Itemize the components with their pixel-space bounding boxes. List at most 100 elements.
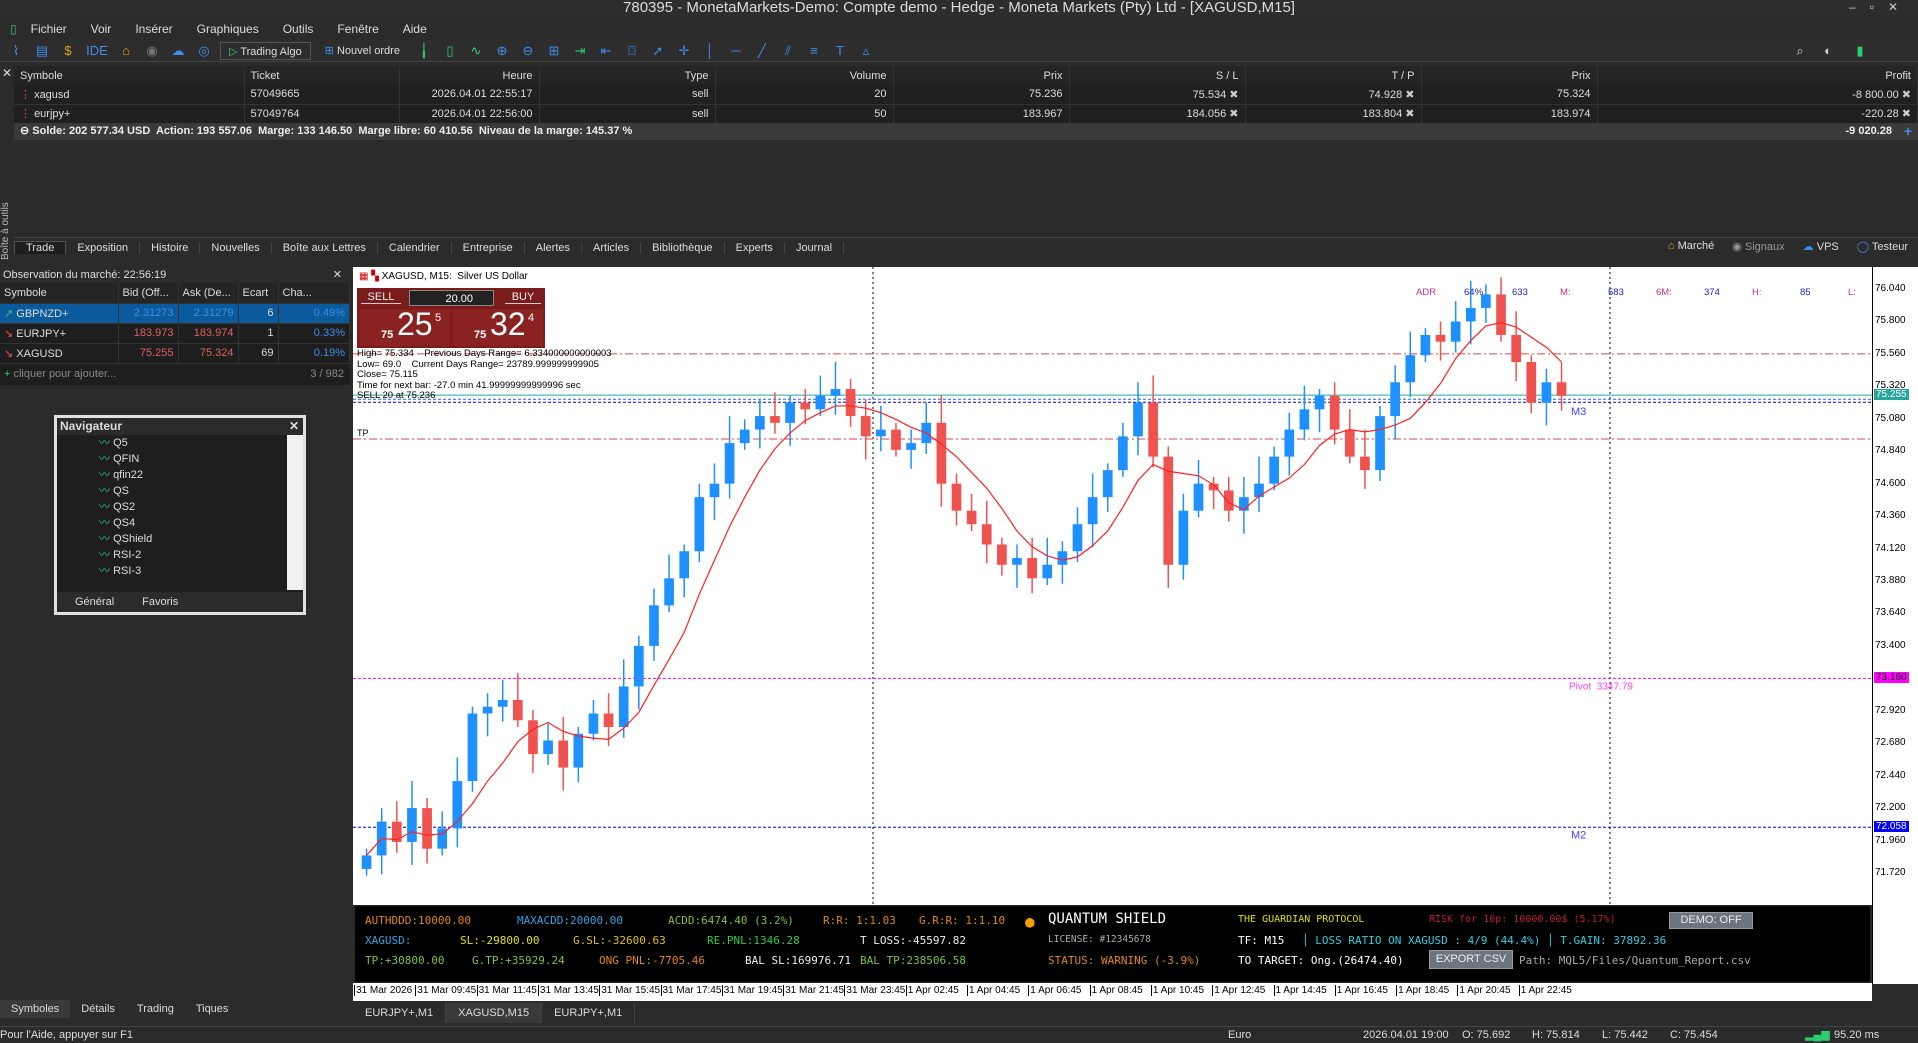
col-ask[interactable]: Ask (De... xyxy=(178,283,239,304)
screenshot-icon[interactable]: ⌼ xyxy=(628,42,636,58)
menu-aide[interactable]: Aide xyxy=(402,22,427,36)
navigator-item[interactable]: 〰 QS xyxy=(99,485,129,497)
remove-icon[interactable]: ✖ xyxy=(1226,108,1239,120)
menu-voir[interactable]: Voir xyxy=(90,22,112,36)
tab-market[interactable]: ⌂ Marché xyxy=(1667,240,1715,252)
col-type[interactable]: Type xyxy=(539,66,716,85)
trendline-icon[interactable]: ╱ xyxy=(758,42,766,58)
text-icon[interactable]: T xyxy=(835,42,844,58)
col-tp[interactable]: T / P xyxy=(1245,66,1422,85)
close-icon[interactable]: ✕ xyxy=(332,269,342,281)
new-order-button[interactable]: ⊞ Nouvel ordre xyxy=(324,44,400,57)
account-icon[interactable]: ◐ xyxy=(1824,42,1832,58)
menu-fichier[interactable]: Fichier xyxy=(30,22,67,36)
time-axis[interactable]: 31 Mar 2026 31 Mar 09:45 31 Mar 11:45 31 Ma… xyxy=(353,983,1872,1001)
add-icon[interactable]: + xyxy=(1903,123,1912,139)
signal-icon[interactable]: ◉ xyxy=(146,42,158,58)
crosshair-icon[interactable]: ✛ xyxy=(678,42,690,58)
tab-vps[interactable]: ☁ VPS xyxy=(1802,241,1839,253)
zoom-in-icon[interactable]: ⊕ xyxy=(496,42,508,58)
shapes-icon[interactable]: ▵ xyxy=(862,42,870,58)
sell-button[interactable]: SELL xyxy=(361,291,401,304)
channel-icon[interactable]: ⫽ xyxy=(785,42,791,58)
tab-entreprise[interactable]: Entreprise xyxy=(452,241,525,254)
toolbox-label[interactable]: Boîte à outils xyxy=(0,202,11,260)
navigator-scrollbar[interactable] xyxy=(287,435,303,590)
col-current-price[interactable]: Prix xyxy=(1421,66,1598,85)
tab-exposition[interactable]: Exposition xyxy=(66,241,141,254)
tile-icon[interactable]: ⊞ xyxy=(548,42,560,58)
horizontal-line-icon[interactable]: ─ xyxy=(731,42,741,58)
col-volume[interactable]: Volume xyxy=(715,66,894,85)
tab-trading[interactable]: Trading xyxy=(136,1003,174,1015)
market-bag-icon[interactable]: ⌂ xyxy=(122,42,130,58)
navigator-item[interactable]: 〰 QFIN xyxy=(99,453,140,465)
tab-histoire[interactable]: Histoire xyxy=(140,241,201,254)
candlestick-plot[interactable]: TP M3 Pivot 3347.79 M2 xyxy=(353,267,1872,905)
col-spread[interactable]: Ecart xyxy=(238,283,279,304)
export-csv-button[interactable]: EXPORT CSV xyxy=(1429,950,1513,969)
menu-graphiques[interactable]: Graphiques xyxy=(196,22,259,36)
tab-articles[interactable]: Articles xyxy=(582,241,642,254)
tab-tester[interactable]: ◯ Testeur xyxy=(1856,241,1908,253)
tab-bo-te-aux-lettres[interactable]: Boîte aux Lettres xyxy=(272,241,378,254)
chart-tab[interactable]: XAGUSD,M15 xyxy=(446,1003,543,1023)
navigator-item[interactable]: 〰 QS2 xyxy=(99,501,136,513)
tab-details[interactable]: Détails xyxy=(81,1003,115,1015)
remove-icon[interactable]: ✖ xyxy=(1226,88,1239,101)
demo-toggle-button[interactable]: DEMO: OFF xyxy=(1669,912,1753,929)
col-ticket[interactable]: Ticket xyxy=(244,66,400,85)
col-time[interactable]: Heure xyxy=(399,66,540,85)
vps-icon[interactable]: ◎ xyxy=(198,42,210,58)
col-profit[interactable]: Profit xyxy=(1597,66,1918,85)
remove-icon[interactable]: ✖ xyxy=(1898,108,1911,120)
candle-chart-icon[interactable]: ▯ xyxy=(446,42,454,58)
profile[interactable]: Euro xyxy=(1228,1029,1252,1041)
add-symbol-row[interactable]: + cliquer pour ajouter... 3 / 982 xyxy=(0,364,350,384)
navigator-item[interactable]: 〰 QS4 xyxy=(99,517,136,529)
window-controls[interactable]: –▫✕ xyxy=(1849,0,1912,14)
remove-icon[interactable]: ✖ xyxy=(1898,88,1911,101)
tab-alertes[interactable]: Alertes xyxy=(525,241,583,254)
market-watch-row[interactable]: ↗ GBPNZD+ 2.31273 2.31279 6 0.49% xyxy=(0,303,350,324)
bar-chart-icon[interactable]: ╽ xyxy=(420,42,428,58)
col-symbol[interactable]: Symbole xyxy=(0,283,119,304)
cloud-icon[interactable]: ☁ xyxy=(171,42,185,58)
lot-size-input[interactable]: 20.00 xyxy=(409,290,494,306)
tab-journal[interactable]: Journal xyxy=(785,241,845,254)
navigator-item[interactable]: 〰 Q5 xyxy=(99,437,128,449)
tab-general[interactable]: Général xyxy=(75,596,115,608)
col-price[interactable]: Prix xyxy=(893,66,1070,85)
close-icon[interactable]: ✕ xyxy=(288,419,299,433)
menu-fenetre[interactable]: Fenêtre xyxy=(337,22,379,36)
collapse-icon[interactable]: ⊖ xyxy=(20,125,33,137)
col-symbol[interactable]: Symbole xyxy=(14,66,245,85)
zoom-out-icon[interactable]: ⊖ xyxy=(522,42,534,58)
tab-ticks[interactable]: Tiques xyxy=(195,1003,229,1015)
navigator-item[interactable]: 〰 RSI-3 xyxy=(99,565,142,577)
tab-experts[interactable]: Experts xyxy=(725,241,785,254)
chart-tab[interactable]: EURJPY+,M1 xyxy=(542,1003,636,1023)
price-axis[interactable]: 76.040 75.800 75.560 75.320 75.080 74.840 74.6… xyxy=(1872,267,1918,984)
chart-tab[interactable]: EURJPY+,M1 xyxy=(353,1003,447,1023)
menu-outils[interactable]: Outils xyxy=(282,22,314,36)
autoscroll-icon[interactable]: ⇥ xyxy=(574,42,586,58)
trade-row[interactable]: ⋮ eurjpy+ 57049764 2026.04.01 22:56:00 sell… xyxy=(14,104,1918,124)
market-watch-row[interactable]: ↘ XAGUSD 75.255 75.324 69 0.19% xyxy=(0,343,350,364)
tab-favorites[interactable]: Favoris xyxy=(142,596,179,608)
col-change[interactable]: Cha... xyxy=(278,283,350,304)
tab-trade[interactable]: Trade xyxy=(14,241,67,254)
tab-biblioth-que[interactable]: Bibliothèque xyxy=(641,241,725,254)
col-bid[interactable]: Bid (Off... xyxy=(118,283,179,304)
dollar-icon[interactable]: $ xyxy=(64,42,72,58)
templates-icon[interactable]: ▤ xyxy=(35,42,49,58)
remove-icon[interactable]: ✖ xyxy=(1402,108,1415,120)
col-sl[interactable]: S / L xyxy=(1069,66,1246,85)
tab-calendrier[interactable]: Calendrier xyxy=(378,241,452,254)
buy-button[interactable]: BUY xyxy=(505,291,541,304)
tab-nouvelles[interactable]: Nouvelles xyxy=(200,241,272,254)
fibo-icon[interactable]: ≡ xyxy=(810,42,818,58)
navigator-item[interactable]: 〰 qfin22 xyxy=(99,469,144,481)
trading-algo-button[interactable]: ▷ Trading Algo xyxy=(220,41,311,60)
navigator-item[interactable]: 〰 QShield xyxy=(99,533,153,545)
